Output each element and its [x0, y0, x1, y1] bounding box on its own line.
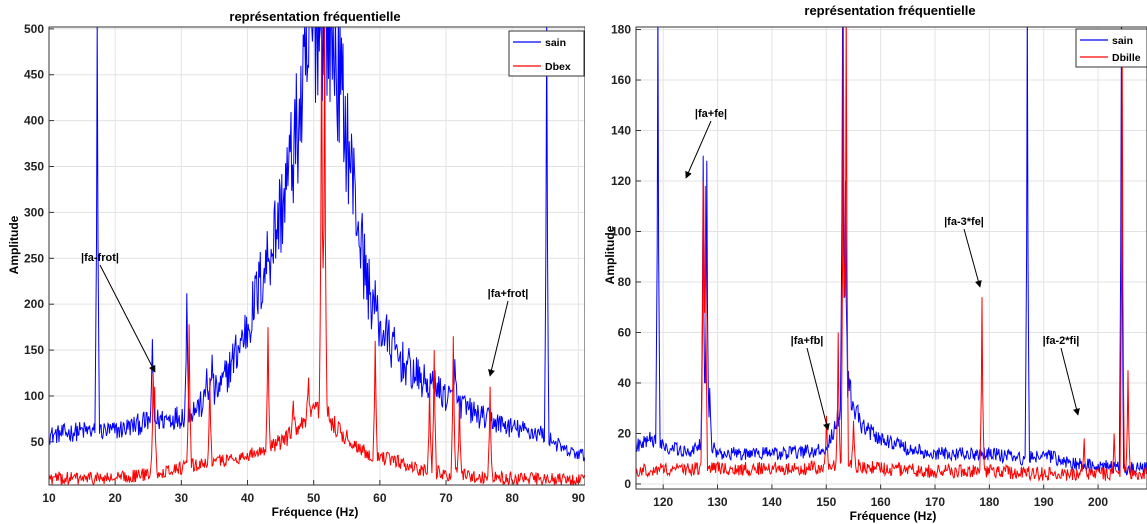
chart-right-legend-label: sain: [1112, 35, 1133, 47]
chart-right-tick-label-x: 190: [1034, 495, 1054, 509]
chart-right-legend-label: Dbille: [1112, 52, 1141, 64]
chart-right-tick-label-x: 200: [1088, 495, 1108, 509]
chart-right-tick-label-y: 140: [611, 124, 631, 138]
chart-right-annotation: |fa+fe|: [695, 108, 727, 120]
chart-left-tick-label-x: 90: [572, 491, 585, 505]
chart-right-legend: sain Dbille: [1075, 28, 1147, 68]
chart-right-legend-box: [1075, 28, 1147, 68]
chart-left-tick-label-x: 40: [241, 491, 255, 505]
chart-left: représentation fréquentielle Fréquence (…: [7, 9, 585, 519]
chart-right-tick-label-y: 180: [611, 23, 631, 37]
chart-right-tick-label-x: 130: [708, 495, 728, 509]
chart-left-title: représentation fréquentielle: [229, 9, 400, 24]
chart-right-annotation: |fa+fb|: [791, 335, 824, 347]
chart-right-tick-label-y: 20: [618, 426, 632, 440]
chart-left-legend-label: Dbex: [545, 61, 571, 73]
chart-left-xlabel: Fréquence (Hz): [272, 505, 359, 519]
chart-right-tick-label-x: 140: [762, 495, 782, 509]
chart-left-annotation: |fa-frot|: [81, 252, 119, 264]
chart-left-tick-label-y: 350: [24, 160, 44, 174]
chart-left-annotation-arrow: [99, 264, 156, 373]
chart-right-title: représentation fréquentielle: [804, 3, 975, 18]
chart-left-legend: sain Dbex: [508, 30, 585, 77]
chart-right: représentation fréquentielle Fréquence (…: [603, 3, 1147, 523]
chart-right-tick-label-x: 180: [979, 495, 999, 509]
chart-right-series-Dbille: [636, 27, 1147, 482]
chart-right-plot-area: [636, 27, 1147, 489]
chart-right-tick-label-x: 170: [925, 495, 945, 509]
chart-left-tick-label-y: 300: [24, 205, 44, 219]
chart-right-xlabel: Fréquence (Hz): [850, 509, 937, 523]
chart-right-tick-label-x: 120: [653, 495, 673, 509]
chart-right-annotation-arrow: [1060, 347, 1080, 416]
chart-left-tick-label-x: 70: [439, 491, 453, 505]
chart-left-axes-frame: [48, 26, 585, 486]
chart-right-annotation-arrow: [963, 228, 982, 288]
chart-left-series-Dbex: [49, 27, 585, 485]
chart-right-series-group: [636, 27, 1147, 482]
chart-left-tick-label-y: 250: [24, 251, 44, 265]
chart-left-legend-box: [508, 30, 585, 77]
chart-left-annotation-arrow: [488, 300, 509, 377]
chart-left-tick-label-y: 200: [24, 297, 44, 311]
chart-right-annotation: |fa-3*fe|: [944, 216, 984, 228]
chart-left-legend-label: sain: [545, 37, 566, 49]
chart-left-tick-label-x: 20: [108, 491, 122, 505]
chart-right-tick-label-x: 150: [816, 495, 836, 509]
chart-right-tick-label-y: 100: [611, 224, 631, 238]
chart-right-series-sain: [636, 27, 1147, 476]
chart-right-ylabel: Amplitude: [603, 225, 617, 284]
chart-right-tick-label-y: 120: [611, 174, 631, 188]
chart-left-tick-label-x: 80: [506, 491, 520, 505]
chart-left-plot-area: [49, 27, 585, 485]
chart-left-ylabel: Amplitude: [7, 215, 21, 274]
chart-right-tick-label-y: 80: [618, 275, 632, 289]
chart-left-tick-label-x: 60: [373, 491, 387, 505]
chart-right-tick-label-y: 0: [624, 477, 631, 491]
chart-left-tick-label-x: 10: [42, 491, 56, 505]
chart-right-annotation-arrow: [806, 347, 830, 431]
chart-left-series-sain: [49, 27, 585, 462]
chart-left-annotation: |fa+frot|: [488, 288, 529, 300]
chart-left-tick-label-x: 30: [175, 491, 189, 505]
chart-right-tick-label-y: 40: [618, 376, 632, 390]
chart-left-tick-label-y: 400: [24, 114, 44, 128]
chart-left-series-group: [49, 27, 585, 485]
chart-right-tick-label-y: 160: [611, 73, 631, 87]
chart-left-tick-label-y: 450: [24, 68, 44, 82]
chart-left-tick-label-x: 50: [307, 491, 321, 505]
chart-left-tick-label-y: 50: [31, 435, 45, 449]
chart-right-annotation: |fa-2*fi|: [1043, 335, 1080, 347]
chart-right-annotation-arrow: [685, 120, 712, 179]
chart-right-tick-label-x: 160: [871, 495, 891, 509]
chart-left-tick-label-y: 100: [24, 389, 44, 403]
chart-right-axes-frame: [635, 26, 1147, 490]
chart-right-tick-label-y: 60: [618, 325, 632, 339]
chart-left-tick-label-y: 150: [24, 343, 44, 357]
chart-left-tick-label-y: 500: [24, 22, 44, 36]
